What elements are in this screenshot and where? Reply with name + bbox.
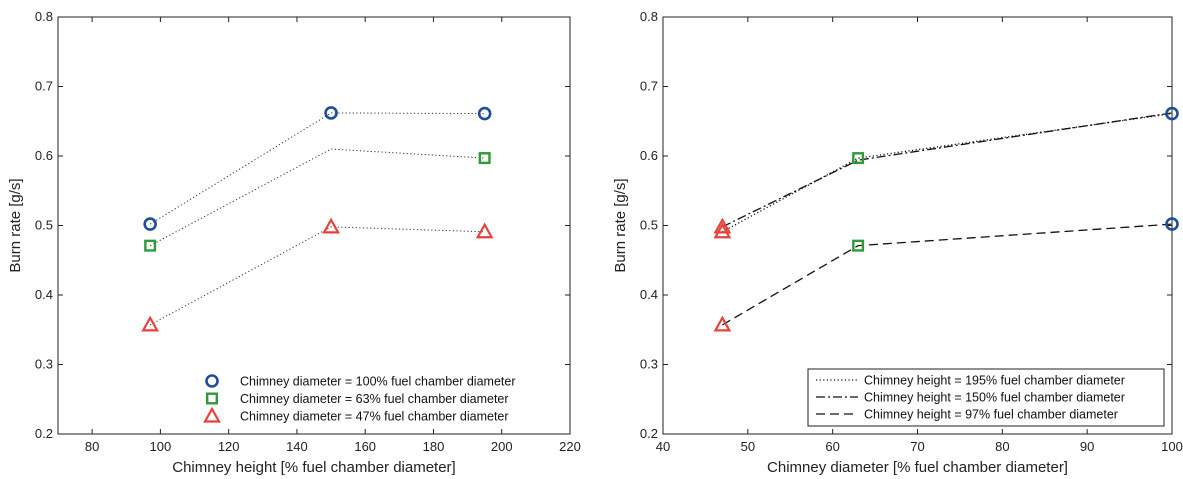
- y-axis-label: Burn rate [g/s]: [7, 178, 24, 272]
- series-line: [149, 226, 485, 326]
- data-point-triangle: [713, 222, 732, 239]
- x-tick-label: 200: [491, 439, 513, 454]
- y-tick-label: 0.5: [640, 218, 658, 233]
- legend-entry: Chimney diameter = 100% fuel chamber dia…: [240, 375, 515, 389]
- x-tick-label: 180: [423, 439, 445, 454]
- legend-entry: Chimney height = 195% fuel chamber diame…: [864, 374, 1125, 388]
- legend-entry: Chimney diameter = 63% fuel chamber diam…: [240, 392, 509, 406]
- data-point-circle: [1165, 217, 1179, 231]
- data-point-circle: [477, 106, 492, 121]
- y-tick-label: 0.5: [35, 218, 53, 233]
- y-tick-label: 0.7: [640, 79, 658, 94]
- series-line: [722, 112, 1173, 228]
- data-point-square: [478, 152, 491, 165]
- data-point-triangle: [141, 315, 160, 332]
- data-point-circle: [143, 217, 157, 231]
- x-tick-label: 120: [218, 439, 240, 454]
- data-point-square: [852, 239, 865, 252]
- x-tick-label: 100: [150, 439, 172, 454]
- legend-box: [807, 368, 1165, 427]
- y-axis-label: Burn rate [g/s]: [612, 178, 629, 272]
- data-point-triangle: [713, 217, 732, 234]
- series-line: [722, 112, 1173, 233]
- y-tick-label: 0.2: [640, 426, 658, 441]
- y-tick-label: 0.4: [640, 287, 658, 302]
- x-tick-label: 90: [1080, 439, 1094, 454]
- x-tick-label: 220: [559, 439, 581, 454]
- y-tick-label: 0.3: [35, 357, 53, 372]
- legend-entry: Chimney height = 97% fuel chamber diamet…: [864, 408, 1118, 422]
- legend-marker-square: [205, 392, 218, 405]
- data-point-circle: [324, 106, 338, 120]
- y-tick-label: 0.4: [35, 287, 53, 302]
- legend-marker-triangle: [203, 406, 221, 423]
- x-tick-label: 70: [910, 439, 924, 454]
- x-tick-label: 80: [85, 439, 99, 454]
- x-tick-label: 50: [741, 439, 755, 454]
- data-point-triangle: [713, 315, 732, 332]
- y-tick-label: 0.3: [640, 357, 658, 372]
- data-point-triangle: [475, 222, 494, 239]
- plot-frame: [662, 16, 1173, 435]
- chart-burn-rate-vs-chimney-height: 80 100 120 140 160 180 200 220 0.2 0.3 0.4 0.5 0.6 0.…: [7, 9, 581, 476]
- x-tick-label: 80: [995, 439, 1009, 454]
- x-tick-label: 140: [286, 439, 308, 454]
- x-axis-label: Chimney diameter [% fuel chamber diamete…: [767, 459, 1068, 476]
- y-tick-label: 0.8: [35, 9, 53, 24]
- data-point-square: [852, 152, 865, 165]
- x-axis-label: Chimney height [% fuel chamber diameter]: [172, 459, 455, 476]
- legend-entry: Chimney diameter = 47% fuel chamber diam…: [240, 410, 509, 424]
- x-tick-label: 100: [1161, 439, 1183, 454]
- data-point-circle: [1165, 106, 1179, 121]
- y-tick-label: 0.7: [35, 79, 53, 94]
- series-line: [722, 223, 1173, 326]
- y-tick-label: 0.2: [35, 426, 53, 441]
- data-point-triangle: [322, 217, 340, 234]
- data-point-square: [144, 239, 157, 252]
- legend-marker-circle: [205, 374, 219, 388]
- legend-entry: Chimney height = 150% fuel chamber diame…: [864, 391, 1125, 405]
- y-tick-label: 0.6: [35, 148, 53, 163]
- x-tick-label: 160: [354, 439, 376, 454]
- y-tick-label: 0.8: [640, 9, 658, 24]
- x-tick-label: 60: [825, 439, 839, 454]
- x-tick-label: 40: [656, 439, 670, 454]
- y-tick-label: 0.6: [640, 148, 658, 163]
